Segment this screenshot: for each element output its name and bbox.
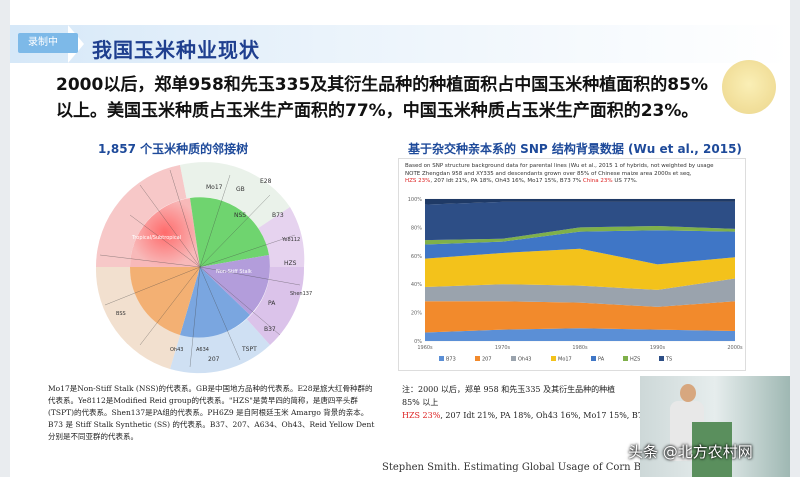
speaker-head xyxy=(680,384,696,402)
legend-swatch xyxy=(659,356,664,361)
y-tick-label: 0% xyxy=(414,339,422,345)
y-tick-label: 60% xyxy=(411,254,422,260)
footer-reference: Stephen Smith. Estimating Global Usage o… xyxy=(382,462,686,473)
legend-label: B73 xyxy=(446,357,456,363)
left-panel-caption: 1,857 个玉米种质的邻接树 xyxy=(98,142,249,156)
tree-label-ye8112: Ye8112 xyxy=(281,237,300,243)
tree-label-pa: PA xyxy=(268,300,276,307)
legend-label: 207 xyxy=(482,357,492,363)
stacked-area-chart: 0% 20% 40% 60% 80% 100% 1960s 1970s 1980s 1990s 20… xyxy=(408,197,743,363)
y-tick-label: 40% xyxy=(411,282,422,288)
tree-label-a634: A634 xyxy=(196,347,209,353)
legend-label: Mo17 xyxy=(558,357,572,363)
legend-label: TS xyxy=(665,357,672,363)
x-tick-label: 1980s xyxy=(572,345,588,351)
x-tick-label: 2000s xyxy=(727,345,743,351)
y-tick-label: 100% xyxy=(408,197,423,203)
chart-header-line-1: Based on SNP structure background data f… xyxy=(405,163,714,169)
body-text: 2000以后，郑单958和先玉335及其衍生品种的种植面积占中国玉米种植面积的8… xyxy=(56,72,776,124)
x-tick-label: 1970s xyxy=(495,345,511,351)
right-desc-line-1: 注：2000 以后，郑单 958 和先玉335 及其衍生品种的种植 xyxy=(402,385,616,394)
area-series-hzs xyxy=(425,225,735,245)
chart-header-line-2: NOTE Zhengdan 958 and XY335 and descenda… xyxy=(405,170,692,177)
legend-swatch xyxy=(551,356,556,361)
watermark-logo-icon xyxy=(722,60,776,114)
speaker-video-feed xyxy=(640,376,790,477)
recording-badge: 录制中 xyxy=(18,33,78,53)
tree-label-mo17: Mo17 xyxy=(206,184,223,191)
tree-label-nss: NSS xyxy=(234,212,246,219)
snp-chart-panel: Based on SNP structure background data f… xyxy=(398,158,746,371)
legend-swatch xyxy=(475,356,480,361)
body-line-2: 以上。美国玉米种质占玉米生产面积的77%，中国玉米种质占玉米生产面积的23%。 xyxy=(56,101,699,121)
y-tick-label: 80% xyxy=(411,225,422,231)
tree-label-gb: GB xyxy=(236,186,245,193)
tree-label-tropical: Tropical/Subtropical xyxy=(131,235,181,241)
chart-header: Based on SNP structure background data f… xyxy=(405,163,745,186)
right-panel-description: 注：2000 以后，郑单 958 和先玉335 及其衍生品种的种植 85% 以上… xyxy=(402,383,652,422)
legend-swatch xyxy=(511,356,516,361)
area-series-207 xyxy=(425,301,735,333)
source-watermark: 头条 @北方农村网 xyxy=(628,443,753,461)
tree-label-b73: B73 xyxy=(272,212,284,219)
legend-label: PA xyxy=(598,357,605,363)
tree-label-temperate: Non-Stiff Stalk xyxy=(216,269,252,275)
right-desc-line-3: HZS 23%, 207 Idt 21%, PA 18%, Oh43 16%, … xyxy=(402,411,648,420)
tree-label-bss: BSS xyxy=(116,311,126,317)
area-series-oh43 xyxy=(425,278,735,307)
body-line-1: 2000以后，郑单958和先玉335及其衍生品种的种植面积占中国玉米种植面积的8… xyxy=(56,75,708,95)
chart-header-line-3: HZS 23%, 207 Idt 21%, PA 18%, Oh43 16%, … xyxy=(405,178,638,184)
area-series-ts xyxy=(425,201,735,241)
legend-swatch xyxy=(623,356,628,361)
left-panel-description: Mo17是Non-Stiff Stalk (NSS)的代表系。GB是中国地方品种… xyxy=(48,384,375,441)
x-tick-label: 1960s xyxy=(417,345,433,351)
y-tick-label: 20% xyxy=(411,311,422,317)
right-panel-caption: 基于杂交种亲本系的 SNP 结构背景数据 (Wu et al., 2015) xyxy=(408,142,742,156)
slide-title: 我国玉米种业现状 xyxy=(92,38,260,62)
tree-label-oh43: Oh43 xyxy=(170,347,183,353)
x-tick-label: 1990s xyxy=(650,345,666,351)
area-series-pa xyxy=(425,230,735,265)
neighbor-joining-tree: Tropical/Subtropical Non-Stiff Stalk Mo1… xyxy=(95,162,312,374)
slide: 录制中 我国玉米种业现状 2000以后，郑单958和先玉335及其衍生品种的种植… xyxy=(10,0,790,477)
tree-label-207: 207 xyxy=(208,356,220,363)
legend-label: Oh43 xyxy=(518,357,531,363)
tree-label-shen137: Shen137 xyxy=(290,291,312,297)
right-desc-line-2: 85% 以上 xyxy=(402,398,439,407)
tree-label-tspt: TSPT xyxy=(241,346,257,353)
tree-label-b37: B37 xyxy=(264,326,276,333)
tree-label-e28: E28 xyxy=(260,178,272,185)
legend-swatch xyxy=(591,356,596,361)
podium xyxy=(692,422,732,477)
legend-label: HZS xyxy=(630,357,640,363)
area-series-other xyxy=(425,199,735,205)
title-band xyxy=(10,25,790,63)
legend-swatch xyxy=(439,356,444,361)
area-series-mo17 xyxy=(425,248,735,290)
area-series-b73 xyxy=(425,328,735,341)
tree-label-hzs: HZS xyxy=(284,260,297,267)
